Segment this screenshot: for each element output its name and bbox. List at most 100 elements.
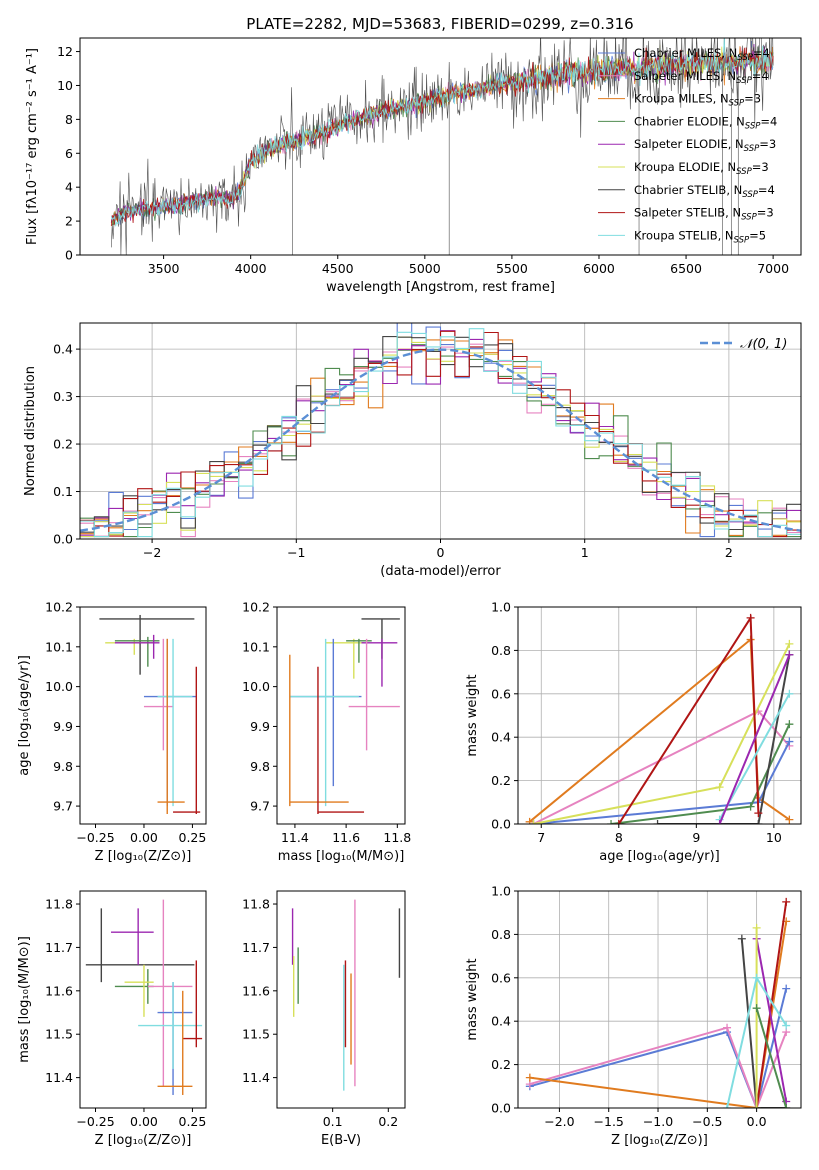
plot-area xyxy=(525,613,794,824)
y-tick-label: 2 xyxy=(65,214,73,229)
y-tick-label: 11.8 xyxy=(242,897,270,912)
y-tick-label: 9.9 xyxy=(250,719,270,734)
histogram-step-line xyxy=(80,328,801,538)
errorbar-point xyxy=(361,638,398,687)
errorbar-point xyxy=(317,666,365,815)
weight-series-line xyxy=(718,654,791,824)
x-tick-label: 0.25 xyxy=(179,830,207,845)
y-tick-label: 12 xyxy=(57,44,73,59)
axes-frame xyxy=(79,890,207,1109)
x-tick-label: 9 xyxy=(692,830,700,845)
y-axis-label: mass weight xyxy=(465,674,480,756)
mass-vs-ebv-panel: 0.1 0.2 11.4 11.5 11.6 11.7 11.8 E(B-V) xyxy=(242,890,406,1148)
weight-marker xyxy=(525,1073,534,1082)
errorbar-point xyxy=(157,990,193,1095)
spectrum-panel: 3500 4000 4500 5000 5500 6000 6500 7000 0 2 4 6 8 10 1… xyxy=(25,37,802,295)
weight-marker xyxy=(614,820,623,824)
x-axis-label: Z [log₁₀(Z/Z⊙)] xyxy=(611,1133,708,1148)
x-axis-label: Z [log₁₀(Z/Z⊙)] xyxy=(95,849,192,864)
weight-marker xyxy=(746,802,755,811)
legend-label: Salpeter STELIB, NSSP=3 xyxy=(634,206,774,223)
x-axis-label: wavelength [Angstrom, rest frame] xyxy=(326,280,555,295)
legend-subscript: SSP xyxy=(729,99,745,109)
weight-marker xyxy=(752,973,761,982)
legend-label: Salpeter ELODIE, NSSP=3 xyxy=(634,137,776,154)
legend-subscript: SSP xyxy=(737,53,753,63)
legend-count: =5 xyxy=(749,228,766,242)
x-tick-label: 0.1 xyxy=(323,1114,343,1129)
x-tick-label: 8 xyxy=(615,830,623,845)
y-tick-label: 0 xyxy=(65,248,73,263)
y-tick-label: 10.1 xyxy=(242,639,270,654)
x-tick-label: 2 xyxy=(725,545,733,560)
legend-label: Chabrier ELODIE, NSSP=4 xyxy=(634,114,777,131)
errorbar-point xyxy=(143,638,197,807)
y-axis-label: Flux [fλ10⁻¹⁷ erg cm⁻² s⁻¹ A⁻¹] xyxy=(25,48,40,245)
y-tick-label: 0.0 xyxy=(491,817,511,832)
y-tick-label: 0.6 xyxy=(491,970,511,985)
legend-label: Kroupa ELODIE, NSSP=3 xyxy=(634,160,769,177)
legend-count: =4 xyxy=(752,69,769,83)
legend-subscript: SSP xyxy=(741,213,757,223)
y-tick-label: 6 xyxy=(65,146,73,161)
legend-subscript: SSP xyxy=(742,190,758,200)
x-tick-label: 11.6 xyxy=(332,830,360,845)
y-tick-label: 11.7 xyxy=(45,940,73,955)
weight-series-line xyxy=(529,1026,788,1108)
y-tick-label: 1.0 xyxy=(491,884,511,899)
errorbar-point xyxy=(182,960,203,1048)
x-tick-label: 6500 xyxy=(670,261,702,276)
y-tick-label: 9.8 xyxy=(53,759,73,774)
y-tick-label: 0.0 xyxy=(53,532,73,547)
weight-series xyxy=(715,650,794,824)
residuals-histogram-panel: −2 −1 0 1 2 0.0 0.1 0.2 0.3 0.4 (data-model)/error… xyxy=(23,322,802,579)
weight-marker xyxy=(782,1104,791,1108)
x-axis-label: age [log₁₀(age/yr)] xyxy=(599,849,720,864)
y-tick-label: 0.0 xyxy=(491,1101,511,1116)
weight-marker xyxy=(653,820,662,824)
y-tick-label: 10.0 xyxy=(45,679,73,694)
y-tick-label: 0.4 xyxy=(491,1014,511,1029)
weight-marker xyxy=(785,815,794,824)
x-axis-label: mass [log₁₀(M/M⊙)] xyxy=(278,849,405,864)
weight-series-line xyxy=(740,938,787,1108)
y-tick-label: 9.7 xyxy=(53,799,73,814)
y-tick-label: 10.2 xyxy=(45,600,73,615)
y-axis-label: mass weight xyxy=(465,958,480,1040)
y-tick-label: 0.4 xyxy=(491,730,511,745)
x-tick-label: 5500 xyxy=(496,261,528,276)
errorbar-point xyxy=(138,982,203,1069)
errorbar-point xyxy=(85,908,195,983)
x-tick-label: −2 xyxy=(143,545,161,560)
y-tick-label: 1.0 xyxy=(491,600,511,615)
y-tick-label: 11.6 xyxy=(242,983,270,998)
errorbar-point xyxy=(99,614,195,675)
residuals-legend: 𝒩(0, 1) xyxy=(700,337,787,352)
x-tick-label: 6000 xyxy=(583,261,615,276)
legend-subscript: SSP xyxy=(745,121,761,131)
legend-label: Chabrier MILES, NSSP=4 xyxy=(634,46,770,63)
weight-series-line xyxy=(755,1007,788,1108)
x-tick-label: 0 xyxy=(437,545,445,560)
spectrum-series-line xyxy=(111,38,774,255)
weight-series-line xyxy=(528,637,790,823)
plot-area xyxy=(289,618,400,815)
x-tick-label: 7000 xyxy=(757,261,789,276)
axes-frame xyxy=(79,606,207,825)
axes-frame xyxy=(517,890,802,1109)
legend-count: =4 xyxy=(758,183,775,197)
x-tick-label: 0.2 xyxy=(378,1114,398,1129)
age-vs-metallicity-panel: −0.25 0.00 0.25 9.7 9.8 9.9 10.0 10.1 10.2 Z [log… xyxy=(17,600,207,864)
weight-marker xyxy=(785,639,794,648)
gaussian-reference-curve xyxy=(80,348,801,532)
legend-label: Chabrier STELIB, NSSP=4 xyxy=(634,183,775,200)
weight-marker xyxy=(715,820,724,824)
legend-count: =3 xyxy=(744,92,761,106)
weight-series-line xyxy=(755,938,788,1102)
y-tick-label: 11.6 xyxy=(45,983,73,998)
errorbar-point xyxy=(289,654,349,807)
x-tick-label: 4500 xyxy=(322,261,354,276)
weight-series xyxy=(752,1004,791,1108)
y-tick-label: 10.1 xyxy=(45,639,73,654)
